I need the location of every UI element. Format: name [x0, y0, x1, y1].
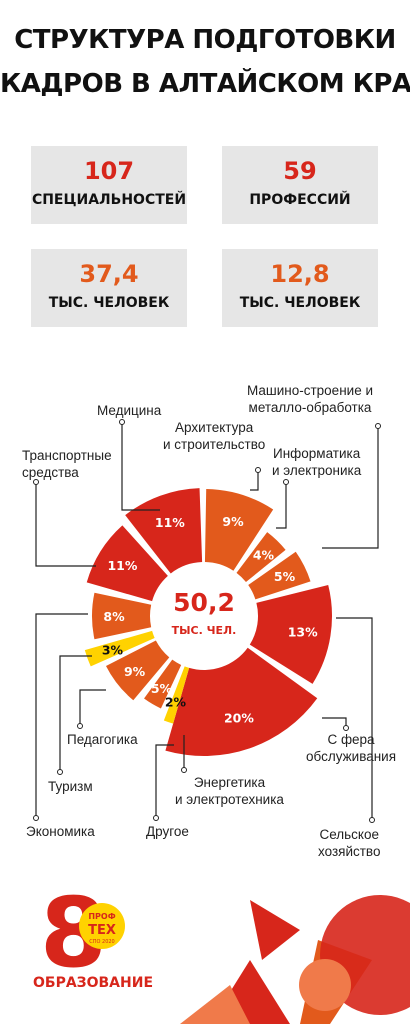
title-line-1: СТРУКТУРА ПОДГОТОВКИ: [14, 25, 396, 55]
leader-dot-architecture: [119, 419, 125, 425]
label-pedagogy: Педагогика: [67, 732, 138, 747]
value-label-tourism: 3%: [102, 642, 124, 657]
leader-line-other: [155, 744, 174, 818]
pie-slice-energy: [163, 666, 190, 724]
label-informatics: Информатика и электроника: [272, 446, 362, 478]
leader-dot-medicine: [255, 467, 261, 473]
label-agriculture: Сельское хозяйство: [318, 827, 381, 859]
value-label-other: 5%: [151, 681, 173, 696]
leader-dot-tourism: [57, 769, 63, 775]
logo-badge-main: ТЕХ: [88, 923, 116, 938]
value-label-mechanical: 4%: [253, 547, 275, 562]
pie-slice-services: [165, 647, 318, 757]
stat-students-2: 12,8 ТЫС. ЧЕЛОВЕК: [222, 249, 378, 327]
stat-value: 59: [283, 157, 317, 185]
leader-dot-economics: [33, 815, 39, 821]
pie-slice-transport: [86, 525, 168, 602]
stat-label: ТЫС. ЧЕЛОВЕК: [239, 295, 361, 311]
stat-value: 107: [83, 157, 135, 185]
center-unit: ТЫС. ЧЕЛ.: [172, 624, 237, 637]
leader-line-informatics: [276, 482, 287, 529]
leader-line-services: [322, 717, 347, 728]
value-label-transport: 11%: [107, 558, 137, 573]
pie-slice-other: [144, 659, 182, 709]
title-line-2: КАДРОВ В АЛТАЙСКОМ КРАЕ: [0, 69, 410, 99]
leader-line-architecture: [121, 422, 160, 511]
pie-slice-tourism: [84, 630, 155, 667]
leader-line-medicine: [250, 470, 259, 491]
value-labels: 9%4%5%13%20%2%5%9%3%8%11%11%: [102, 514, 318, 725]
leader-line-economics: [35, 613, 88, 818]
label-transport: Транспортные средства: [22, 448, 112, 480]
label-other: Другое: [146, 824, 189, 839]
leader-dot-mechanical: [375, 423, 381, 429]
pie-slice-agriculture: [249, 585, 333, 684]
leader-dot-energy: [181, 767, 187, 773]
label-tourism: Туризм: [48, 779, 93, 794]
decorative-shapes: [180, 895, 410, 1024]
stat-value: 12,8: [270, 260, 330, 288]
stat-label: ТЫС. ЧЕЛОВЕК: [48, 295, 170, 311]
pie-slice-mechanical: [236, 532, 286, 583]
pie-slice-informatics: [248, 551, 311, 600]
label-economics: Экономика: [26, 824, 95, 839]
leader-dot-pedagogy: [77, 723, 83, 729]
leader-dot-transport: [33, 479, 39, 485]
stat-professions: 59 ПРОФЕССИЙ: [222, 146, 378, 224]
value-label-economics: 8%: [103, 609, 125, 624]
stat-value: 37,4: [79, 260, 139, 288]
leader-dot-other: [153, 815, 159, 821]
logo-badge-top: ПРОФ: [88, 912, 115, 921]
leader-line-tourism: [59, 655, 92, 772]
value-label-services: 20%: [224, 710, 254, 725]
leader-line-mechanical: [322, 426, 379, 549]
deco-circle: [299, 959, 351, 1011]
label-medicine: Медицина: [97, 403, 162, 418]
proftech-logo: 8 ПРОФ ТЕХ СПО 2020: [40, 888, 125, 989]
deco-triangle: [180, 985, 250, 1024]
leader-dot-agriculture: [369, 817, 375, 823]
stat-students-1: 37,4 ТЫС. ЧЕЛОВЕК: [31, 249, 187, 327]
stat-label: ПРОФЕССИЙ: [249, 192, 351, 208]
value-label-pedagogy: 9%: [124, 664, 146, 679]
label-mechanical: Машино-строение и металло-обработка: [247, 383, 373, 415]
label-architecture: Архитектура и строительство: [163, 420, 266, 452]
value-label-architecture: 9%: [222, 514, 244, 529]
deco-triangle: [250, 900, 300, 960]
logo-badge-sub: СПО 2020: [89, 939, 115, 945]
stat-label: СПЕЦИАЛЬНОСТЕЙ: [31, 192, 187, 208]
value-label-energy: 2%: [165, 694, 187, 709]
page-title: СТРУКТУРА ПОДГОТОВКИ КАДРОВ В АЛТАЙСКОМ …: [0, 18, 410, 106]
pie-slice-pedagogy: [105, 640, 170, 701]
stat-specialties: 107 СПЕЦИАЛЬНОСТЕЙ: [31, 146, 187, 224]
leader-dot-informatics: [283, 479, 289, 485]
leader-lines: [33, 419, 381, 823]
label-services: С фера обслуживания: [306, 732, 397, 764]
value-label-informatics: 5%: [274, 569, 296, 584]
pie-slice-architecture: [204, 489, 274, 571]
logo-badge: [79, 903, 125, 949]
value-label-agriculture: 13%: [288, 625, 318, 640]
label-energy: Энергетика и электротехника: [175, 775, 284, 807]
pie-slice-economics: [91, 592, 152, 640]
leader-dot-services: [343, 725, 349, 731]
logo-caption: ОБРАЗОВАНИЕ: [33, 975, 154, 991]
center-total: 50,2: [173, 588, 235, 617]
leader-line-pedagogy: [79, 689, 106, 726]
leader-line-transport: [35, 482, 96, 567]
value-label-medicine: 11%: [155, 515, 185, 530]
leader-line-agriculture: [336, 617, 373, 820]
